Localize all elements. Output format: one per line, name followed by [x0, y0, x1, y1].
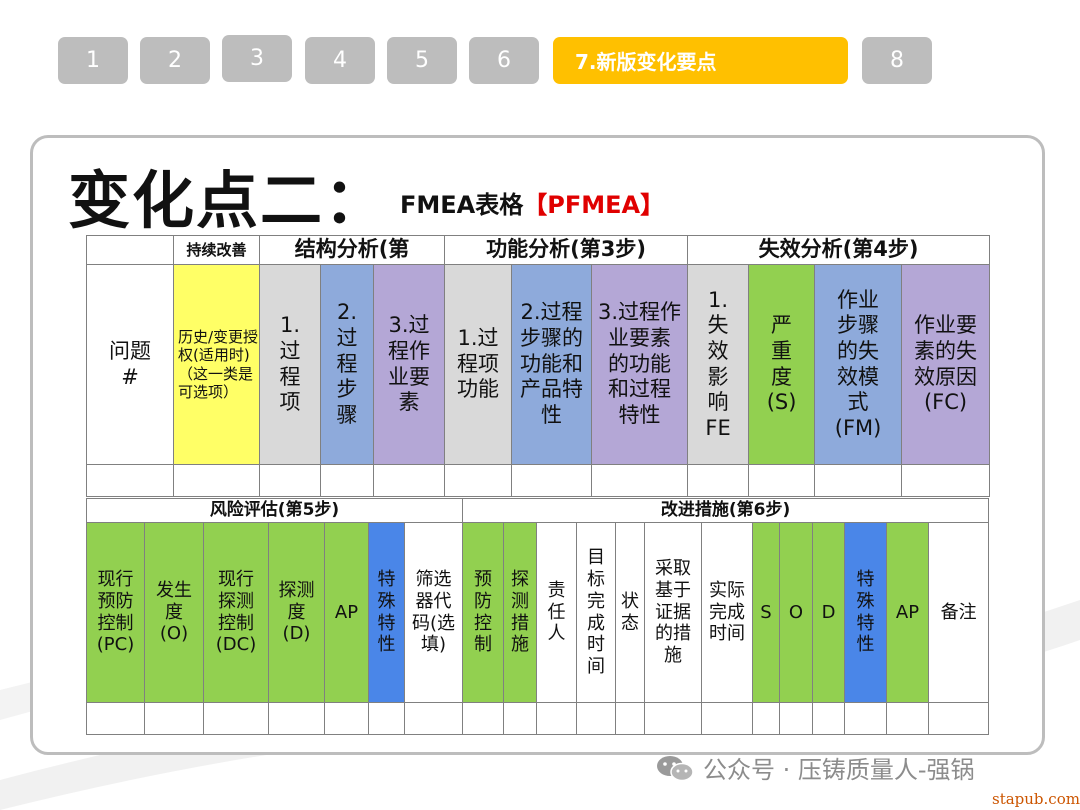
watermark: 公众号 · 压铸质量人-强锅 — [655, 750, 975, 785]
col-owner: 责任人 — [536, 522, 577, 703]
table-cell — [511, 464, 593, 497]
col-ap: AP — [324, 522, 369, 703]
tab-4[interactable]: 4 — [305, 37, 375, 84]
col-ap-2: AP — [886, 522, 929, 703]
table-cell — [886, 702, 929, 735]
table-cell — [503, 702, 537, 735]
table-cell — [462, 702, 504, 735]
tab-7-active[interactable]: 7.新版变化要点 — [553, 37, 848, 84]
col-failure-cause: 作业要素的失效原因(FC) — [901, 264, 991, 465]
table-cell — [844, 702, 887, 735]
header-risk-assessment: 风险评估(第5步) — [86, 498, 463, 523]
page-subtitle: FMEA表格【PFMEA】 — [400, 185, 664, 220]
subtitle-highlight: 【PFMEA】 — [523, 191, 665, 219]
col-failure-effect: 1.失效影响FE — [687, 264, 750, 465]
header-improvement-actions: 改进措施(第6步) — [461, 498, 990, 523]
watermark-text: 公众号 · 压铸质量人-强锅 — [703, 756, 975, 784]
col-special-characteristic: 特殊特性 — [368, 522, 405, 703]
tab-6[interactable]: 6 — [469, 37, 539, 84]
col-failure-mode: 作业步骤的失效模式(FM) — [814, 264, 903, 465]
table-cell — [372, 464, 446, 497]
col-remark: 备注 — [927, 522, 990, 703]
col-status: 状态 — [615, 522, 645, 703]
table-cell — [927, 702, 990, 735]
tab-3[interactable]: 3 — [222, 35, 292, 82]
table-cell — [812, 702, 845, 735]
table-cell — [368, 702, 405, 735]
col-special-characteristic-2: 特殊特性 — [844, 522, 887, 703]
col-process-work-element: 3.过程作业要素 — [372, 264, 446, 465]
table-cell — [576, 702, 616, 735]
table-cell — [814, 464, 903, 497]
page-title: 变化点二： — [68, 164, 389, 237]
col-process-item: 1.过程项 — [259, 264, 321, 465]
fmea-table-risk-improvement: 风险评估(第5步) 改进措施(第6步) 现行预防控制(PC) 发生度(O) 现行… — [86, 498, 990, 735]
col-detection-control: 现行探测控制(DC) — [203, 522, 269, 703]
col-process-step: 2.过程步骤 — [320, 264, 374, 465]
tab-2[interactable]: 2 — [140, 37, 210, 84]
header-blank — [86, 235, 174, 265]
col-s: S — [752, 522, 780, 703]
table-cell — [86, 464, 174, 497]
fmea-table-analysis: 持续改善 结构分析(第 功能分析(第3步) 失效分析(第4步) 问题# 历史/变… — [86, 235, 991, 497]
table-cell — [901, 464, 991, 497]
subtitle-prefix: FMEA表格 — [400, 191, 524, 219]
tab-5[interactable]: 5 — [387, 37, 457, 84]
col-detection: 探测度(D) — [268, 522, 325, 703]
table-cell — [615, 702, 645, 735]
table-cell — [404, 702, 463, 735]
table-cell — [173, 464, 260, 497]
table-cell — [144, 702, 204, 735]
table-cell — [320, 464, 374, 497]
col-process-step-function: 2.过程步骤的功能和产品特性 — [511, 264, 593, 465]
table-cell — [536, 702, 577, 735]
wechat-icon — [655, 753, 695, 783]
tab-1[interactable]: 1 — [58, 37, 128, 84]
col-target-date: 目标完成时间 — [576, 522, 616, 703]
col-process-item-function: 1.过程项功能 — [444, 264, 513, 465]
col-occurrence: 发生度(O) — [144, 522, 204, 703]
table-cell — [752, 702, 780, 735]
table-cell — [644, 702, 702, 735]
table-cell — [701, 702, 753, 735]
header-structure-analysis: 结构分析(第 — [258, 235, 446, 265]
table-cell — [748, 464, 816, 497]
col-actual-date: 实际完成时间 — [701, 522, 753, 703]
header-continuous-improvement: 持续改善 — [173, 235, 260, 265]
header-function-analysis: 功能分析(第3步) — [444, 235, 689, 265]
col-o: O — [779, 522, 813, 703]
table-cell — [203, 702, 269, 735]
table-cell — [86, 702, 145, 735]
col-evidence-action: 采取基于证据的措施 — [644, 522, 702, 703]
col-prevention-control: 现行预防控制(PC) — [86, 522, 145, 703]
table-cell — [268, 702, 325, 735]
table-cell — [324, 702, 369, 735]
col-prevention-action: 预防控制 — [462, 522, 504, 703]
table-cell — [259, 464, 321, 497]
col-severity: 严重度(S) — [748, 264, 816, 465]
table-cell — [444, 464, 513, 497]
col-filter-code: 筛选器代码(选填) — [404, 522, 463, 703]
site-label: stapub.com — [992, 790, 1080, 808]
col-issue-number: 问题# — [86, 264, 174, 465]
col-detection-action: 探测措施 — [503, 522, 537, 703]
tab-8[interactable]: 8 — [862, 37, 932, 84]
table-cell — [779, 702, 813, 735]
col-work-element-function: 3.过程作业要素的功能和过程特性 — [591, 264, 689, 465]
header-failure-analysis: 失效分析(第4步) — [687, 235, 991, 265]
col-d: D — [812, 522, 845, 703]
table-cell — [591, 464, 689, 497]
col-history-authorization: 历史/变更授权(适用时)（这一类是可选项） — [173, 264, 260, 465]
table-cell — [687, 464, 750, 497]
